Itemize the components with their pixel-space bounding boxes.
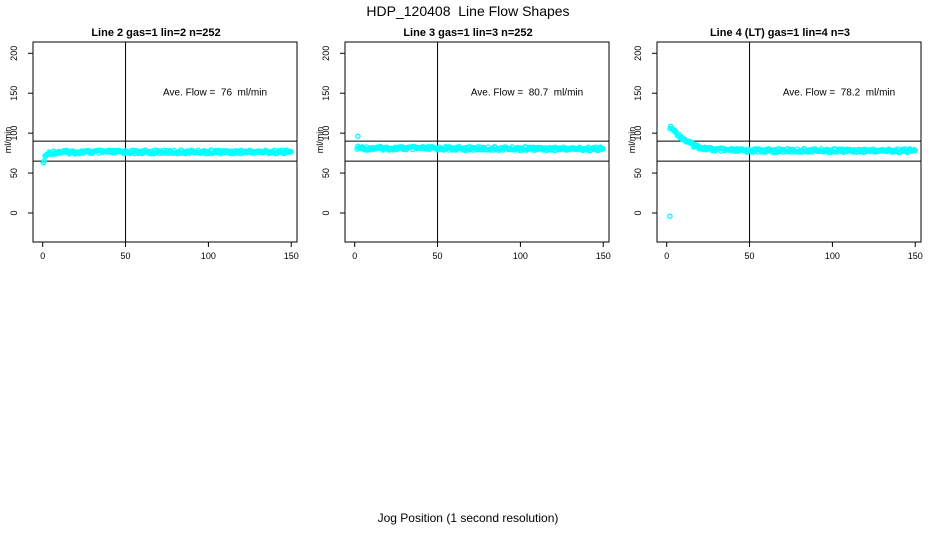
svg-text:100: 100 bbox=[513, 251, 528, 261]
svg-text:0: 0 bbox=[664, 251, 669, 261]
svg-text:50: 50 bbox=[745, 251, 755, 261]
svg-text:0: 0 bbox=[9, 210, 19, 215]
svg-text:150: 150 bbox=[9, 86, 19, 101]
panel-line3-ave-flow-annotation: Ave. Flow = 80.7 ml/min bbox=[470, 87, 584, 99]
scatter-points bbox=[667, 123, 919, 219]
panel-line3: Line 3 gas=1 lin=3 n=252 ml/min 0 50 100 15… bbox=[312, 0, 624, 300]
panel-line2-plot: 0 50 100 150 0 50 100 150 200 bbox=[9, 41, 299, 261]
svg-text:100: 100 bbox=[633, 126, 643, 141]
outlier-point bbox=[40, 159, 47, 166]
panel-line2: Line 2 gas=1 lin=2 n=252 ml/min 0 50 100 15… bbox=[0, 0, 312, 300]
axis bbox=[28, 41, 298, 247]
svg-text:150: 150 bbox=[284, 251, 299, 261]
panel-line3-title: Line 3 gas=1 lin=3 n=252 bbox=[403, 27, 533, 39]
tick-labels: 0 50 100 150 0 50 100 150 200 bbox=[9, 46, 299, 261]
svg-text:200: 200 bbox=[9, 46, 19, 61]
tick-labels: 0 50 100 150 0 50 100 150 200 bbox=[321, 46, 611, 261]
svg-text:100: 100 bbox=[9, 126, 19, 141]
svg-text:50: 50 bbox=[433, 251, 443, 261]
panel-line4: Line 4 (LT) gas=1 lin=4 n=3 ml/min 0 50 10… bbox=[624, 0, 936, 300]
svg-text:150: 150 bbox=[633, 86, 643, 101]
figure-title: HDP_120408 Line Flow Shapes bbox=[366, 3, 570, 19]
panel-line2-title: Line 2 gas=1 lin=2 n=252 bbox=[91, 27, 221, 39]
svg-text:0: 0 bbox=[633, 210, 643, 215]
axis bbox=[340, 41, 610, 247]
scatter-points bbox=[354, 133, 607, 154]
axis bbox=[652, 41, 922, 247]
svg-text:150: 150 bbox=[321, 86, 331, 101]
panel-line3-plot: 0 50 100 150 0 50 100 150 200 bbox=[321, 41, 611, 261]
svg-text:50: 50 bbox=[121, 251, 131, 261]
svg-text:100: 100 bbox=[201, 251, 216, 261]
outlier-point bbox=[355, 133, 361, 140]
svg-text:150: 150 bbox=[908, 251, 923, 261]
svg-text:0: 0 bbox=[40, 251, 45, 261]
svg-text:0: 0 bbox=[352, 251, 357, 261]
tick-labels: 0 50 100 150 0 50 100 150 200 bbox=[633, 46, 923, 261]
svg-text:50: 50 bbox=[9, 168, 19, 178]
panel-line4-plot: 0 50 100 150 0 50 100 150 200 bbox=[633, 41, 923, 261]
svg-text:150: 150 bbox=[596, 251, 611, 261]
svg-text:0: 0 bbox=[321, 210, 331, 215]
panel-line4-title: Line 4 (LT) gas=1 lin=4 n=3 bbox=[709, 27, 851, 39]
figure-xlabel: Jog Position (1 second resolution) bbox=[377, 511, 559, 525]
panel-line4-ave-flow-annotation: Ave. Flow = 78.2 ml/min bbox=[782, 87, 896, 99]
panel-line2-ave-flow-annotation: Ave. Flow = 76 ml/min bbox=[162, 87, 268, 99]
svg-text:200: 200 bbox=[633, 46, 643, 61]
svg-text:200: 200 bbox=[321, 46, 331, 61]
svg-text:100: 100 bbox=[825, 251, 840, 261]
outlier-point bbox=[667, 213, 673, 219]
scatter-points bbox=[40, 147, 295, 166]
svg-text:100: 100 bbox=[321, 126, 331, 141]
svg-text:50: 50 bbox=[321, 168, 331, 178]
svg-text:50: 50 bbox=[633, 168, 643, 178]
